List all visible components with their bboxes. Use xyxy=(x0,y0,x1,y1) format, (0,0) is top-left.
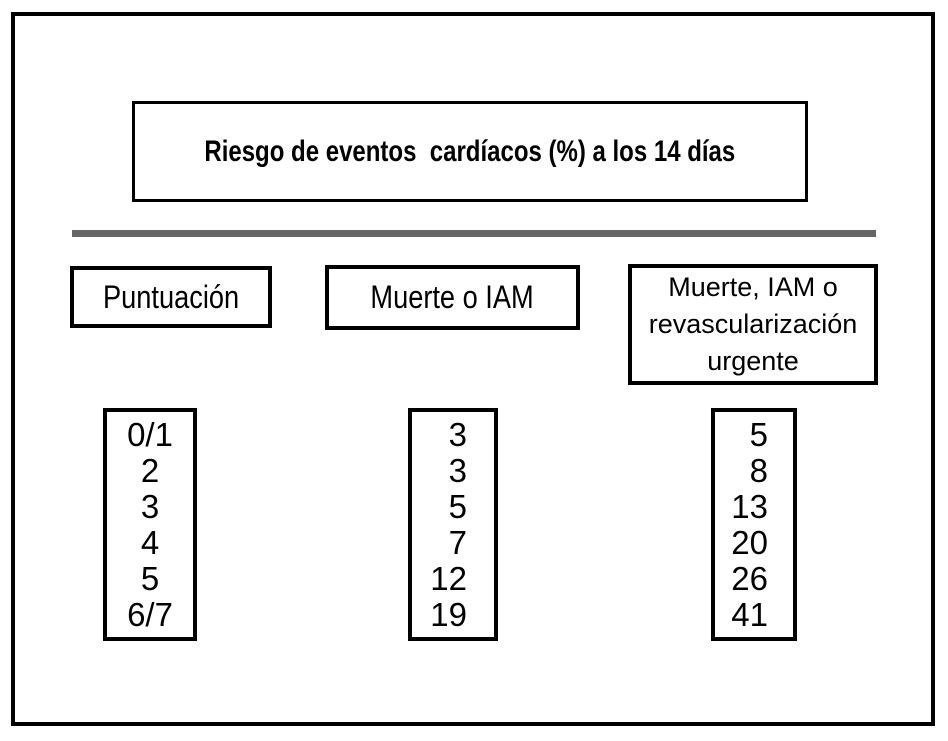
table-cell: 12 xyxy=(430,559,467,597)
table-cell: 26 xyxy=(731,559,768,597)
data-box-puntuacion: 0/1 2 3 4 5 6/7 xyxy=(103,408,197,641)
table-cell: 3 xyxy=(448,451,467,489)
table-cell: 41 xyxy=(731,595,768,633)
table-cell: 0/1 xyxy=(127,415,173,453)
table-cell: 5 xyxy=(749,415,768,453)
table-cell: 3 xyxy=(448,415,467,453)
table-cell: 5 xyxy=(448,487,467,525)
table-cell: 7 xyxy=(448,523,467,561)
figure-title: Riesgo de eventos cardíacos (%) a los 14… xyxy=(204,134,736,168)
header-label-puntuacion: Puntuación xyxy=(102,278,240,315)
header-label-muerte-o-iam: Muerte o IAM xyxy=(370,279,535,315)
table-cell: 8 xyxy=(749,451,768,489)
table-cell: 19 xyxy=(430,595,467,633)
table-cell: 6/7 xyxy=(127,595,173,633)
data-box-muerte-iam-revascularizacion: 5 8 13 20 26 41 xyxy=(711,408,797,641)
header-box-puntuacion: Puntuación xyxy=(70,266,272,328)
figure-border: Riesgo de eventos cardíacos (%) a los 14… xyxy=(11,12,935,726)
table-cell: 5 xyxy=(140,559,160,597)
title-box: Riesgo de eventos cardíacos (%) a los 14… xyxy=(132,101,808,202)
header-box-muerte-iam-revascularizacion: Muerte, IAM o revascularización urgente xyxy=(628,264,878,385)
header-box-muerte-o-iam: Muerte o IAM xyxy=(325,265,580,330)
table-cell: 3 xyxy=(140,487,160,525)
horizontal-divider xyxy=(72,230,876,237)
data-box-muerte-o-iam: 3 3 5 7 12 19 xyxy=(408,408,498,641)
table-cell: 4 xyxy=(140,523,160,561)
table-cell: 2 xyxy=(140,451,160,489)
table-cell: 13 xyxy=(731,487,768,525)
header-label-muerte-iam-revascularizacion: Muerte, IAM o revascularización urgente xyxy=(648,272,858,376)
table-cell: 20 xyxy=(731,523,768,561)
